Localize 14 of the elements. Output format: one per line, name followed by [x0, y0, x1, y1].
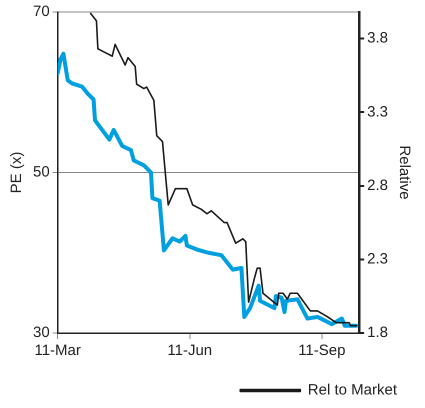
x-tick-label: 11-Sep: [298, 342, 346, 360]
y2-tick-label: 3.3: [367, 103, 388, 120]
y-tick-label: 50: [32, 164, 50, 181]
y-axis-title: PE (x): [8, 152, 26, 194]
y2-axis-title: Relative: [396, 145, 413, 200]
x-tick-label: 11-Mar: [34, 342, 81, 360]
y-tick-label: 30: [32, 324, 50, 342]
y-tick-label: 70: [32, 3, 50, 20]
y2-tick-label: 1.8: [367, 324, 388, 342]
y2-tick-label: 2.8: [367, 176, 388, 194]
legend-label: Rel to Market: [308, 382, 398, 399]
x-tick-label: 11-Jun: [167, 342, 212, 360]
y2-tick-label: 2.3: [367, 250, 388, 268]
y2-tick-label: 3.8: [367, 30, 388, 47]
